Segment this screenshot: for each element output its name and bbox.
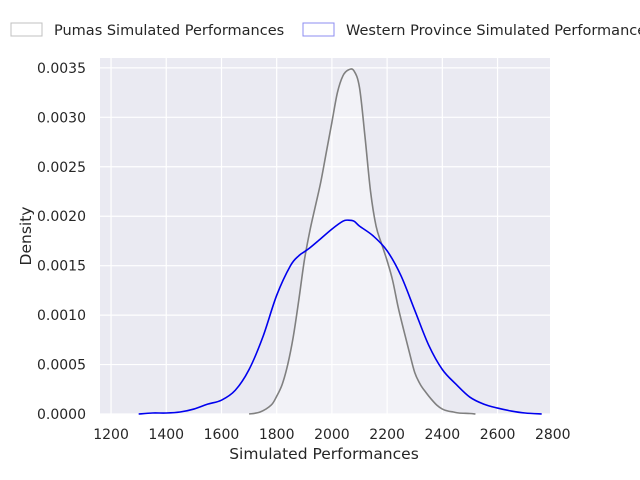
x-tick-label: 1400 (148, 427, 184, 443)
x-tick-label: 1800 (259, 427, 295, 443)
y-axis-label: Density (17, 207, 35, 266)
y-tick-label: 0.0025 (37, 160, 86, 176)
x-tick-label: 2400 (425, 427, 461, 443)
y-tick-label: 0.0020 (37, 209, 86, 225)
legend-swatch-pumas (10, 22, 43, 37)
x-axis-label: Simulated Performances (229, 445, 419, 463)
y-tick-label: 0.0005 (37, 358, 86, 374)
density-line-western-province (138, 219, 542, 415)
x-tick-labels: 1200 1400 1600 1800 2000 2200 2400 2600 2800 (93, 427, 570, 443)
x-tick-label: 1200 (93, 427, 129, 443)
y-tick-label: 0.0035 (37, 61, 86, 77)
legend-label-pumas: Pumas Simulated Performances (54, 23, 284, 39)
x-tick-label: 2800 (535, 427, 571, 443)
x-tick-label: 1600 (204, 427, 240, 443)
x-tick-label: 2000 (314, 427, 350, 443)
density-fill-pumas (249, 68, 476, 414)
legend-label-western-province: Western Province Simulated Performances (346, 23, 640, 39)
x-tick-label: 2200 (369, 427, 405, 443)
y-tick-labels: 0.0000 0.0005 0.0010 0.0015 0.0020 0.0025 0.00… (37, 61, 86, 423)
y-tick-label: 0.0010 (37, 308, 86, 324)
legend-swatch-western-province (302, 22, 335, 37)
x-tick-label: 2600 (480, 427, 516, 443)
y-tick-label: 0.0000 (37, 407, 86, 423)
y-tick-label: 0.0030 (37, 110, 86, 126)
series-fills (249, 68, 476, 414)
legend: Pumas Simulated Performances Western Pro… (10, 22, 640, 39)
density-line-pumas (248, 68, 476, 415)
series-lines (138, 68, 542, 415)
y-tick-label: 0.0015 (37, 259, 86, 275)
